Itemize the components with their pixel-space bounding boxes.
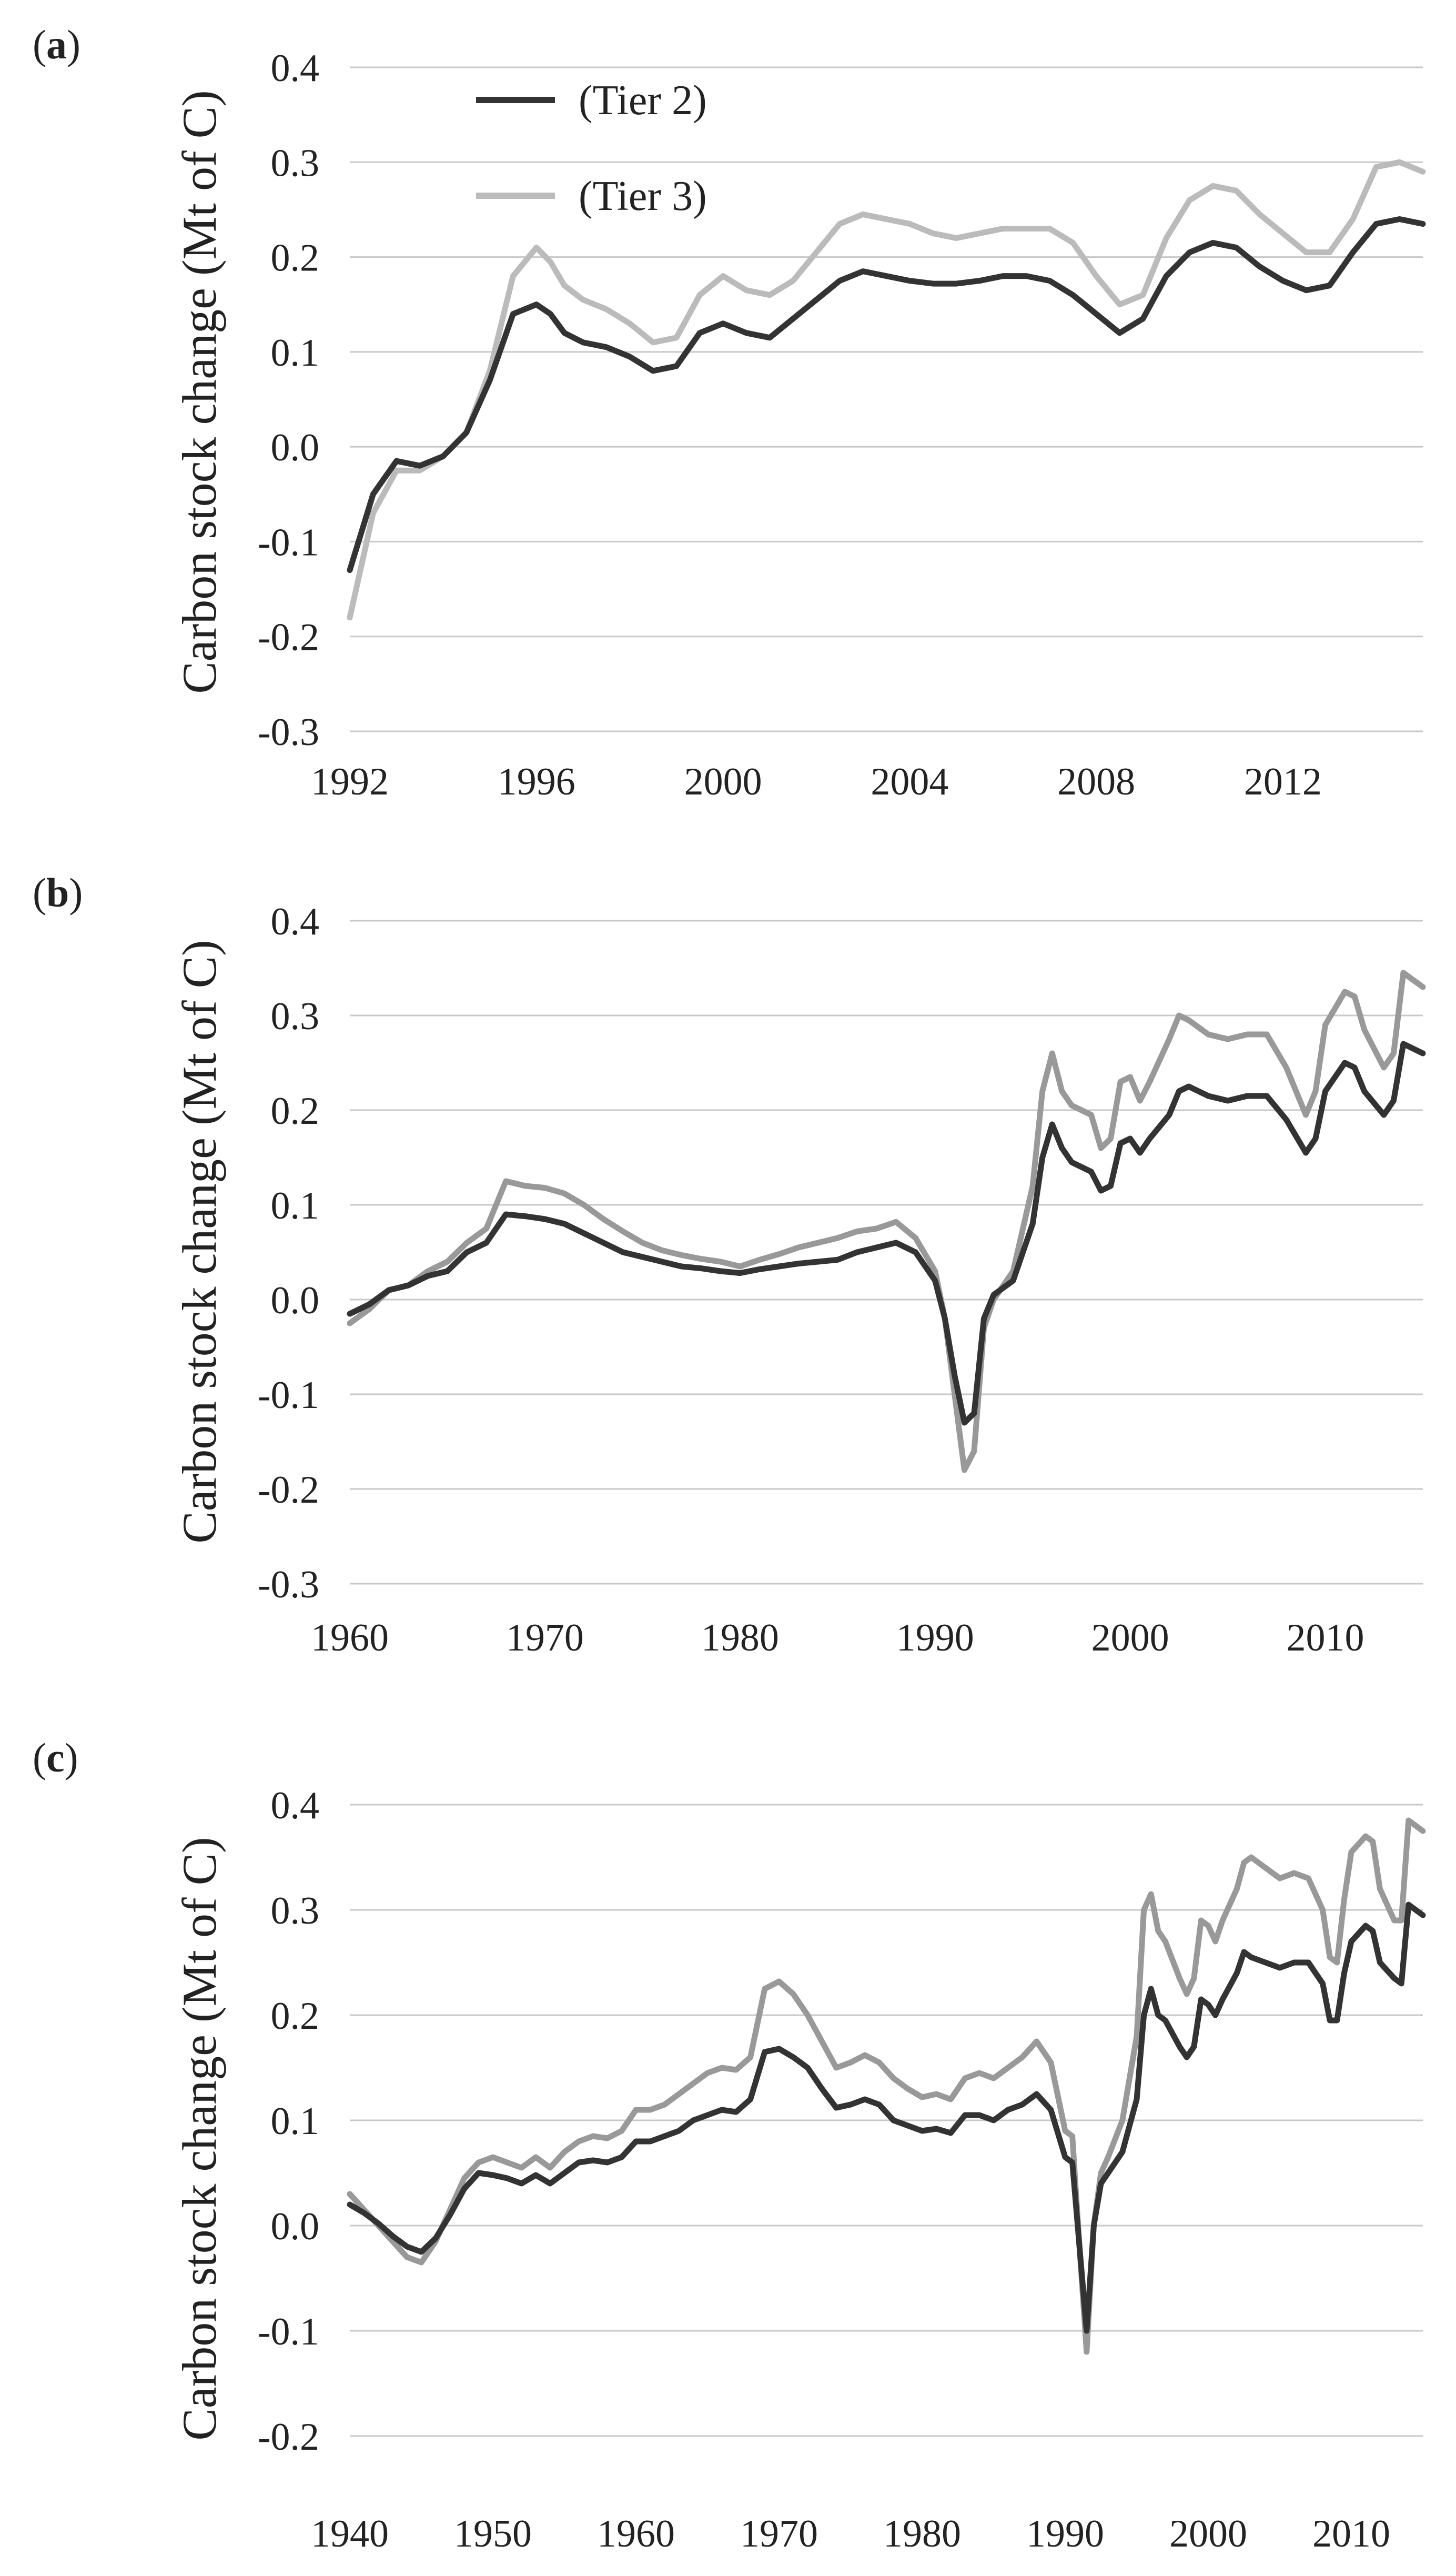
series-line-tier-3 [347, 1817, 1426, 2355]
chart-b: -0.3 -0.2 -0.1 0.0 0.1 0.2 0.3 0.4 1960 1970 1980 1… [173, 900, 1426, 1659]
y-tick-label: -0.1 [258, 521, 319, 564]
y-tick-label: 0.0 [271, 1279, 320, 1322]
series-line-tier-3 [347, 970, 1426, 1473]
y-axis-label: Carbon stock change (Mt of C) [173, 1837, 226, 2440]
y-tick-label: 0.3 [271, 142, 320, 185]
y-tick-label: 0.1 [271, 1184, 320, 1227]
legend-label-tier-2: (Tier 2) [579, 77, 707, 124]
x-tick-label: 1940 [311, 2512, 389, 2555]
y-tick-label: 0.4 [271, 47, 320, 90]
x-tick-label: 1990 [1026, 2512, 1104, 2555]
y-tick-label: 0.3 [271, 995, 320, 1038]
series-line-tier-2 [347, 1901, 1426, 2334]
y-axis-label: Carbon stock change (Mt of C) [173, 940, 226, 1543]
series-line-tier-2 [347, 216, 1426, 573]
x-tick-label: 2000 [684, 760, 762, 803]
y-tick-label: -0.1 [258, 2310, 319, 2353]
y-tick-label: -0.2 [258, 1468, 319, 1512]
panel-label-a: (a) [33, 22, 80, 67]
y-tick-label: 0.1 [271, 331, 320, 375]
x-tick-label: 2010 [1287, 1616, 1364, 1659]
x-tick-label: 2010 [1312, 2512, 1390, 2555]
y-tick-label: -0.1 [258, 1374, 319, 1417]
panel-label-b: (b) [33, 870, 83, 915]
x-tick-label: 1980 [701, 1616, 779, 1659]
x-tick-label: 1992 [311, 760, 389, 803]
y-tick-label: -0.2 [258, 616, 319, 659]
x-tick-label: 1960 [597, 2512, 675, 2555]
y-tick-label: 0.3 [271, 1889, 320, 1933]
series-line-tier-2 [347, 1041, 1426, 1426]
chart-c: -0.2 -0.1 0.0 0.1 0.2 0.3 0.4 1940 1950 1960 1970 1… [173, 1784, 1426, 2555]
y-tick-label: 0.4 [271, 900, 320, 943]
y-tick-label: 0.4 [271, 1784, 320, 1827]
y-tick-label: 0.0 [271, 2205, 320, 2248]
x-tick-label: 2008 [1057, 760, 1135, 803]
x-tick-label: 1950 [454, 2512, 532, 2555]
y-tick-label: 0.2 [271, 1995, 320, 2038]
x-tick-label: 1970 [506, 1616, 584, 1659]
x-tick-label: 2004 [871, 760, 948, 803]
panel-label-c: (c) [33, 1735, 78, 1780]
x-tick-label: 1980 [883, 2512, 961, 2555]
y-tick-label: -0.2 [258, 2416, 319, 2459]
x-tick-label: 2012 [1244, 760, 1322, 803]
y-tick-label: 0.2 [271, 1090, 320, 1133]
x-tick-label: 1996 [498, 760, 575, 803]
x-tick-label: 1960 [311, 1616, 389, 1659]
x-tick-label: 2000 [1169, 2512, 1247, 2555]
y-tick-label: 0.0 [271, 426, 320, 469]
series-line-tier-3 [347, 159, 1426, 621]
y-tick-label: 0.1 [271, 2100, 320, 2143]
y-tick-label: -0.3 [258, 1563, 319, 1606]
y-tick-label: 0.2 [271, 237, 320, 280]
chart-a: -0.3 -0.2 -0.1 0.0 0.1 0.2 0.3 0.4 1992 1996 2000 2… [173, 47, 1426, 803]
legend-label-tier-3: (Tier 3) [579, 173, 707, 219]
x-tick-label: 1970 [740, 2512, 818, 2555]
x-tick-label: 1990 [896, 1616, 974, 1659]
x-tick-label: 2000 [1091, 1616, 1169, 1659]
y-tick-label: -0.3 [258, 711, 319, 754]
y-axis-label: Carbon stock change (Mt of C) [173, 90, 226, 693]
